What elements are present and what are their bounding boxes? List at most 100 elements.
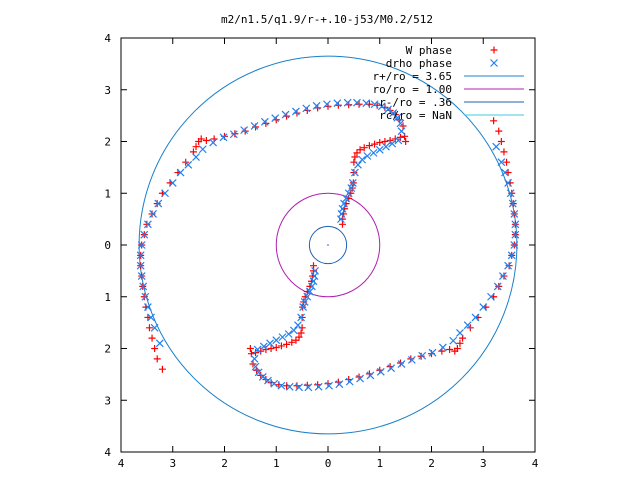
drho-phase-point <box>161 189 169 198</box>
w-phase-point <box>505 262 513 270</box>
drho-phase-point <box>366 371 375 380</box>
w-phase-point <box>365 142 373 150</box>
y-tick-label: 4 <box>104 446 111 459</box>
legend-label: r+/ro = 3.65 <box>373 70 452 83</box>
drho-phase-point <box>260 117 269 126</box>
legend-label: ro/ro = 1.00 <box>373 83 452 96</box>
x-tick-label: 2 <box>428 457 435 470</box>
drho-phase-point <box>308 282 316 291</box>
drho-phase-point <box>259 342 268 351</box>
drho-phase-point <box>343 98 352 107</box>
legend-label: r-/ro = .36 <box>379 96 452 109</box>
drho-phase-point <box>504 178 513 187</box>
w-phase-point <box>360 144 368 152</box>
drho-phase-point <box>382 142 390 151</box>
drho-phase-point <box>384 105 392 114</box>
drho-phase-point <box>397 360 406 368</box>
drho-phase-point <box>147 313 155 322</box>
drho-phase-point <box>463 321 472 330</box>
drho-phase-point <box>149 210 158 218</box>
drho-phase-point <box>335 380 344 389</box>
legend-marker <box>490 46 498 54</box>
drho-phase-point <box>285 382 294 391</box>
chart-title: m2/n1.5/q1.9/r-+.10-j53/M0.2/512 <box>221 13 433 26</box>
w-phase-point <box>356 146 364 154</box>
y-tick-label: 2 <box>104 343 111 356</box>
w-phase-point <box>350 158 358 166</box>
drho-phase-point <box>358 155 367 164</box>
drho-phase-point <box>362 99 371 108</box>
reference-circles <box>138 55 518 435</box>
drho-phase-point <box>176 168 185 177</box>
drho-phase-point <box>507 251 516 260</box>
w-phase-point <box>148 210 156 218</box>
x-tick-label: 4 <box>118 457 125 470</box>
w-phase-point <box>297 329 305 337</box>
w-phase-point <box>500 148 508 156</box>
drho-phase-point <box>299 303 308 312</box>
w-phase-point <box>376 139 384 147</box>
drho-phase-point <box>375 145 384 154</box>
x-tick-label: 3 <box>169 457 176 470</box>
drho-phase-point <box>338 204 347 213</box>
drho-phase-point <box>258 373 267 381</box>
drho-phase-point <box>438 343 447 352</box>
drho-phase-point <box>325 381 333 390</box>
w-phase-point <box>272 343 280 351</box>
drho-phase-point <box>353 98 361 107</box>
drho-phase-point <box>333 99 342 108</box>
w-phase-point <box>145 324 153 332</box>
y-tick-label: 0 <box>104 239 111 252</box>
w-phase-point <box>195 138 203 145</box>
drho-phase-point <box>377 102 386 111</box>
x-tick-label: 3 <box>480 457 487 470</box>
drho-phase-point <box>370 100 379 109</box>
w-phase-point <box>381 138 389 145</box>
drho-phase-point <box>376 367 385 376</box>
w-phase-point <box>288 338 296 346</box>
drho-phase-point <box>493 282 502 291</box>
drho-phase-point <box>250 122 259 130</box>
drho-phase-point <box>297 313 306 322</box>
drho-phase-point <box>137 241 146 249</box>
x-tick-label: 4 <box>532 457 539 470</box>
drho-phase-point <box>219 133 228 142</box>
drho-phase-point <box>344 189 353 198</box>
drho-phase-point <box>504 261 513 270</box>
w-phase-point <box>453 345 461 352</box>
y-tick-label: 3 <box>104 84 111 97</box>
w-phase-point <box>497 138 505 145</box>
drho-phase-point <box>229 130 238 139</box>
drho-phase-point <box>506 189 515 198</box>
drho-phase-point <box>428 348 437 357</box>
w-phase-point <box>295 333 303 341</box>
circle-r- <box>308 225 348 265</box>
legend-label: rc/ro = NaN <box>379 109 452 122</box>
y-tick-labels: 4 3 2 1 0 1 2 3 4 <box>104 32 111 459</box>
origin-dot <box>327 244 329 246</box>
drho-phase-point <box>294 321 302 330</box>
w-phase-point <box>495 282 503 290</box>
drho-phase-point <box>143 303 152 312</box>
drho-phase-point <box>510 241 519 249</box>
drho-phase-point <box>345 377 354 386</box>
w-phase-point <box>350 169 358 177</box>
w-phase-point <box>153 355 161 363</box>
w-phase-point <box>192 143 200 151</box>
w-phase-point <box>298 313 306 321</box>
phase-points <box>136 98 520 392</box>
w-phase-point <box>503 158 511 166</box>
drho-phase-point <box>271 114 280 123</box>
w-phase-point <box>298 324 306 332</box>
w-phase-point <box>151 345 159 352</box>
drho-phase-point <box>387 364 396 373</box>
drho-phase-point <box>347 184 356 192</box>
drho-phase-point <box>154 199 163 208</box>
drho-phase-point <box>511 230 520 239</box>
drho-phase-point <box>281 110 290 119</box>
drho-phase-point <box>407 355 416 364</box>
drho-phase-point <box>492 142 501 151</box>
drho-phase-point <box>304 383 313 392</box>
